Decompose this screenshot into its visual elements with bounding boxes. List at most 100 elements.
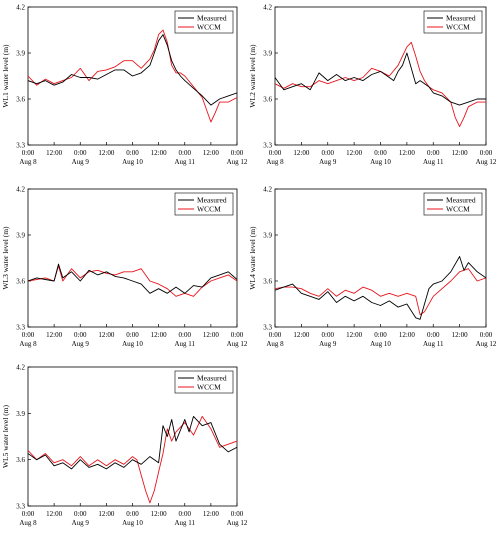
y-tick-label: 3.6 <box>263 96 272 104</box>
x-tick-time-label: 12:00 <box>203 510 219 518</box>
x-tick-date-label: Aug 10 <box>370 158 391 166</box>
x-tick-time-label: 12:00 <box>452 331 468 339</box>
y-axis-label: WL3 water level (m) <box>1 226 10 290</box>
y-tick-label: 3.9 <box>16 50 25 58</box>
x-tick-time-label: 0:00 <box>231 149 244 157</box>
x-tick-date-label: Aug 8 <box>19 158 37 166</box>
y-tick-label: 3.9 <box>263 50 272 58</box>
x-tick-time-label: 0:00 <box>322 149 335 157</box>
legend-label-measured: Measured <box>446 196 476 205</box>
x-tick-time-label: 12:00 <box>46 149 62 157</box>
x-tick-time-label: 12:00 <box>399 149 415 157</box>
x-tick-date-label: Aug 9 <box>319 340 337 348</box>
x-tick-time-label: 12:00 <box>293 149 309 157</box>
x-tick-time-label: 0:00 <box>179 149 192 157</box>
series-line-wccm <box>28 29 237 123</box>
x-tick-time-label: 12:00 <box>203 149 219 157</box>
x-tick-time-label: 12:00 <box>151 510 167 518</box>
legend-label-measured: Measured <box>197 196 227 205</box>
x-tick-time-label: 0:00 <box>427 331 440 339</box>
x-tick-time-label: 0:00 <box>427 149 440 157</box>
x-tick-time-label: 0:00 <box>269 331 282 339</box>
y-tick-label: 3.9 <box>263 232 272 240</box>
legend-label-wccm: WCCM <box>197 23 221 32</box>
x-tick-time-label: 12:00 <box>203 331 219 339</box>
x-tick-time-label: 12:00 <box>151 331 167 339</box>
y-tick-label: 3.3 <box>16 324 25 332</box>
x-tick-time-label: 0:00 <box>126 331 139 339</box>
legend-label-measured: Measured <box>197 374 227 383</box>
x-tick-time-label: 0:00 <box>179 510 192 518</box>
legend-label-wccm: WCCM <box>446 23 470 32</box>
x-tick-date-label: Aug 9 <box>319 158 337 166</box>
x-tick-date-label: Aug 11 <box>423 158 444 166</box>
x-tick-date-label: Aug 10 <box>122 340 143 348</box>
series-line-wccm <box>28 415 237 504</box>
x-tick-time-label: 12:00 <box>293 331 309 339</box>
y-tick-label: 3.6 <box>16 278 25 286</box>
x-tick-time-label: 12:00 <box>151 149 167 157</box>
x-tick-time-label: 12:00 <box>46 331 62 339</box>
x-tick-time-label: 0:00 <box>231 510 244 518</box>
x-tick-time-label: 0:00 <box>74 331 87 339</box>
series-line-measured <box>28 34 237 106</box>
y-tick-label: 4.2 <box>16 4 25 12</box>
y-tick-label: 3.3 <box>263 324 272 332</box>
y-tick-label: 4.2 <box>16 186 25 194</box>
y-tick-label: 3.6 <box>263 278 272 286</box>
x-tick-time-label: 0:00 <box>374 331 387 339</box>
y-axis-label: WL1 water level (m) <box>1 44 10 108</box>
x-tick-time-label: 12:00 <box>346 149 362 157</box>
x-tick-date-label: Aug 11 <box>174 158 195 166</box>
x-tick-time-label: 0:00 <box>374 149 387 157</box>
x-tick-date-label: Aug 12 <box>227 519 248 527</box>
legend-label-wccm: WCCM <box>197 383 221 392</box>
x-tick-date-label: Aug 11 <box>174 519 195 527</box>
x-tick-date-label: Aug 12 <box>227 158 248 166</box>
y-tick-label: 3.6 <box>16 456 25 464</box>
x-tick-time-label: 0:00 <box>269 149 282 157</box>
x-tick-time-label: 0:00 <box>22 510 35 518</box>
x-tick-time-label: 0:00 <box>22 331 35 339</box>
x-tick-time-label: 12:00 <box>399 331 415 339</box>
x-tick-time-label: 0:00 <box>179 331 192 339</box>
x-tick-time-label: 0:00 <box>480 331 493 339</box>
series-line-measured <box>28 263 237 294</box>
x-tick-date-label: Aug 8 <box>266 158 284 166</box>
y-axis-label: WL2 water level (m) <box>248 44 257 108</box>
x-tick-date-label: Aug 10 <box>370 340 391 348</box>
legend-label-wccm: WCCM <box>446 205 470 214</box>
series-line-wccm <box>275 268 486 316</box>
y-tick-label: 4.2 <box>263 4 272 12</box>
x-tick-time-label: 0:00 <box>126 510 139 518</box>
legend-label-measured: Measured <box>197 14 227 23</box>
x-tick-date-label: Aug 11 <box>423 340 444 348</box>
x-tick-time-label: 12:00 <box>452 149 468 157</box>
x-tick-time-label: 0:00 <box>126 149 139 157</box>
x-tick-time-label: 12:00 <box>98 149 114 157</box>
y-tick-label: 3.9 <box>16 410 25 418</box>
y-tick-label: 3.3 <box>16 503 25 511</box>
x-tick-date-label: Aug 12 <box>227 340 248 348</box>
series-line-wccm <box>28 265 237 297</box>
y-tick-label: 3.6 <box>16 96 25 104</box>
y-tick-label: 4.2 <box>263 186 272 194</box>
x-tick-date-label: Aug 8 <box>266 340 284 348</box>
x-tick-date-label: Aug 9 <box>72 340 90 348</box>
series-line-measured <box>275 256 486 320</box>
legend-label-wccm: WCCM <box>197 205 221 214</box>
series-line-measured <box>28 415 237 470</box>
legend-label-measured: Measured <box>446 14 476 23</box>
x-tick-date-label: Aug 8 <box>19 519 37 527</box>
y-axis-label: WL4 water level (m) <box>248 226 257 290</box>
x-tick-date-label: Aug 10 <box>122 158 143 166</box>
x-tick-time-label: 12:00 <box>98 331 114 339</box>
